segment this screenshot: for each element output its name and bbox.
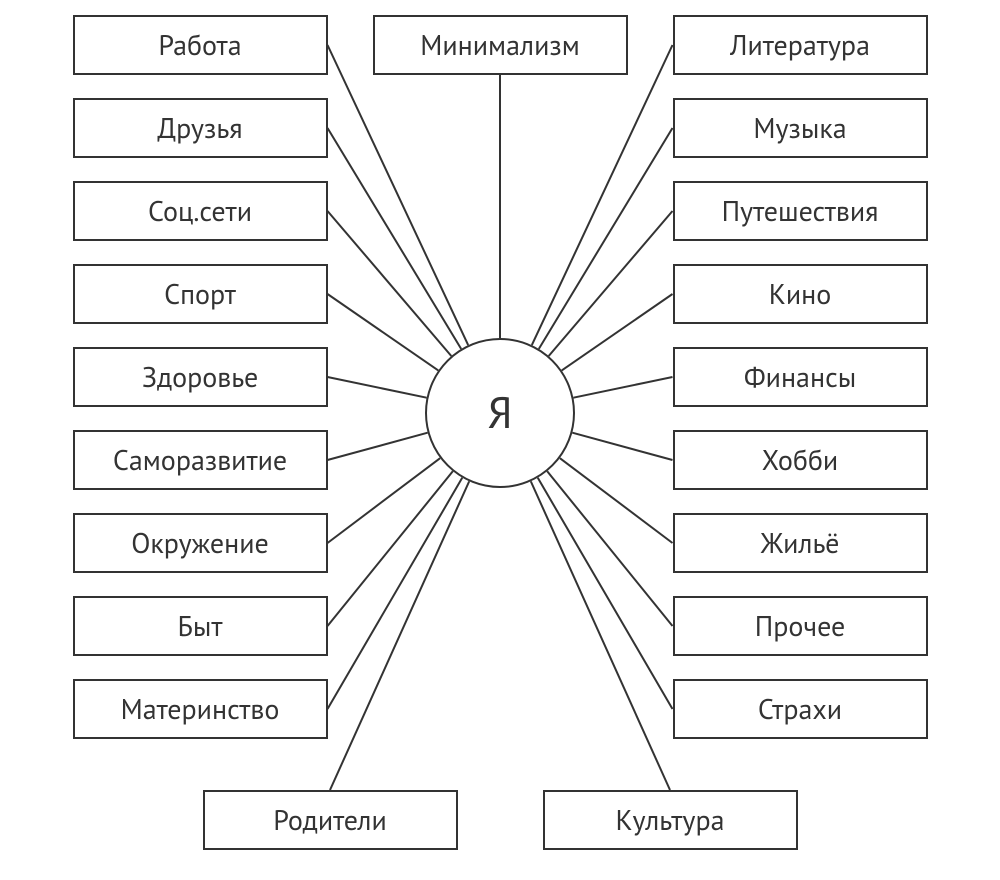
edge-social (328, 211, 452, 356)
node-label-health: Здоровье (142, 363, 258, 391)
node-label-finance: Финансы (744, 363, 856, 391)
node-label-selfdev: Саморазвитие (113, 446, 287, 474)
edge-sport (328, 294, 439, 370)
node-other: Прочее (673, 596, 928, 656)
node-travel: Путешествия (673, 181, 928, 241)
node-label-sport: Спорт (164, 280, 236, 308)
node-label-work: Работа (158, 31, 241, 59)
node-label-surround: Окружение (131, 529, 269, 557)
edge-housing (560, 458, 673, 543)
node-finance: Финансы (673, 347, 928, 407)
edge-friends (328, 128, 462, 349)
node-label-cinema: Кино (769, 280, 832, 308)
node-parents: Родители (203, 790, 458, 850)
edge-parents (330, 481, 469, 790)
edge-household (328, 471, 453, 626)
node-label-music: Музыка (753, 114, 846, 142)
node-hobby: Хобби (673, 430, 928, 490)
node-label-fears: Страхи (758, 695, 842, 723)
node-music: Музыка (673, 98, 928, 158)
node-literature: Литература (673, 15, 928, 75)
node-label-hobby: Хобби (762, 446, 838, 474)
node-health: Здоровье (73, 347, 328, 407)
edge-work (328, 45, 469, 345)
node-fears: Страхи (673, 679, 928, 739)
node-household: Быт (73, 596, 328, 656)
edge-surround (328, 458, 441, 543)
edge-selfdev (328, 433, 428, 460)
center-node: Я (425, 338, 575, 488)
edge-finance (573, 377, 672, 398)
node-work: Работа (73, 15, 328, 75)
center-label: Я (487, 391, 512, 435)
node-label-housing: Жильё (761, 529, 840, 557)
edge-hobby (572, 433, 672, 460)
node-label-other: Прочее (755, 612, 845, 640)
node-label-culture: Культура (615, 806, 724, 834)
edge-travel (549, 211, 673, 356)
edge-literature (532, 45, 673, 345)
node-social: Соц.сети (73, 181, 328, 241)
node-selfdev: Саморазвитие (73, 430, 328, 490)
node-label-minimalism: Минимализм (420, 31, 580, 59)
node-label-parents: Родители (273, 806, 387, 834)
node-cinema: Кино (673, 264, 928, 324)
node-sport: Спорт (73, 264, 328, 324)
edge-other (547, 471, 672, 626)
edge-health (328, 377, 427, 398)
node-housing: Жильё (673, 513, 928, 573)
node-label-motherhood: Материнство (121, 695, 280, 723)
node-label-travel: Путешествия (722, 197, 879, 225)
edge-motherhood (328, 478, 463, 709)
diagram-stage: Я Работа Друзья Соц.сети Спорт Здоровье Самора… (0, 0, 1000, 880)
node-label-literature: Литература (730, 31, 870, 59)
node-surround: Окружение (73, 513, 328, 573)
edge-cinema (562, 294, 673, 370)
node-minimalism: Минимализм (373, 15, 628, 75)
node-friends: Друзья (73, 98, 328, 158)
node-label-social: Соц.сети (148, 197, 252, 225)
edge-music (539, 128, 673, 349)
node-motherhood: Материнство (73, 679, 328, 739)
node-label-friends: Друзья (157, 114, 242, 142)
node-culture: Культура (543, 790, 798, 850)
edge-culture (531, 481, 670, 790)
edge-fears (538, 478, 673, 709)
node-label-household: Быт (177, 612, 222, 640)
